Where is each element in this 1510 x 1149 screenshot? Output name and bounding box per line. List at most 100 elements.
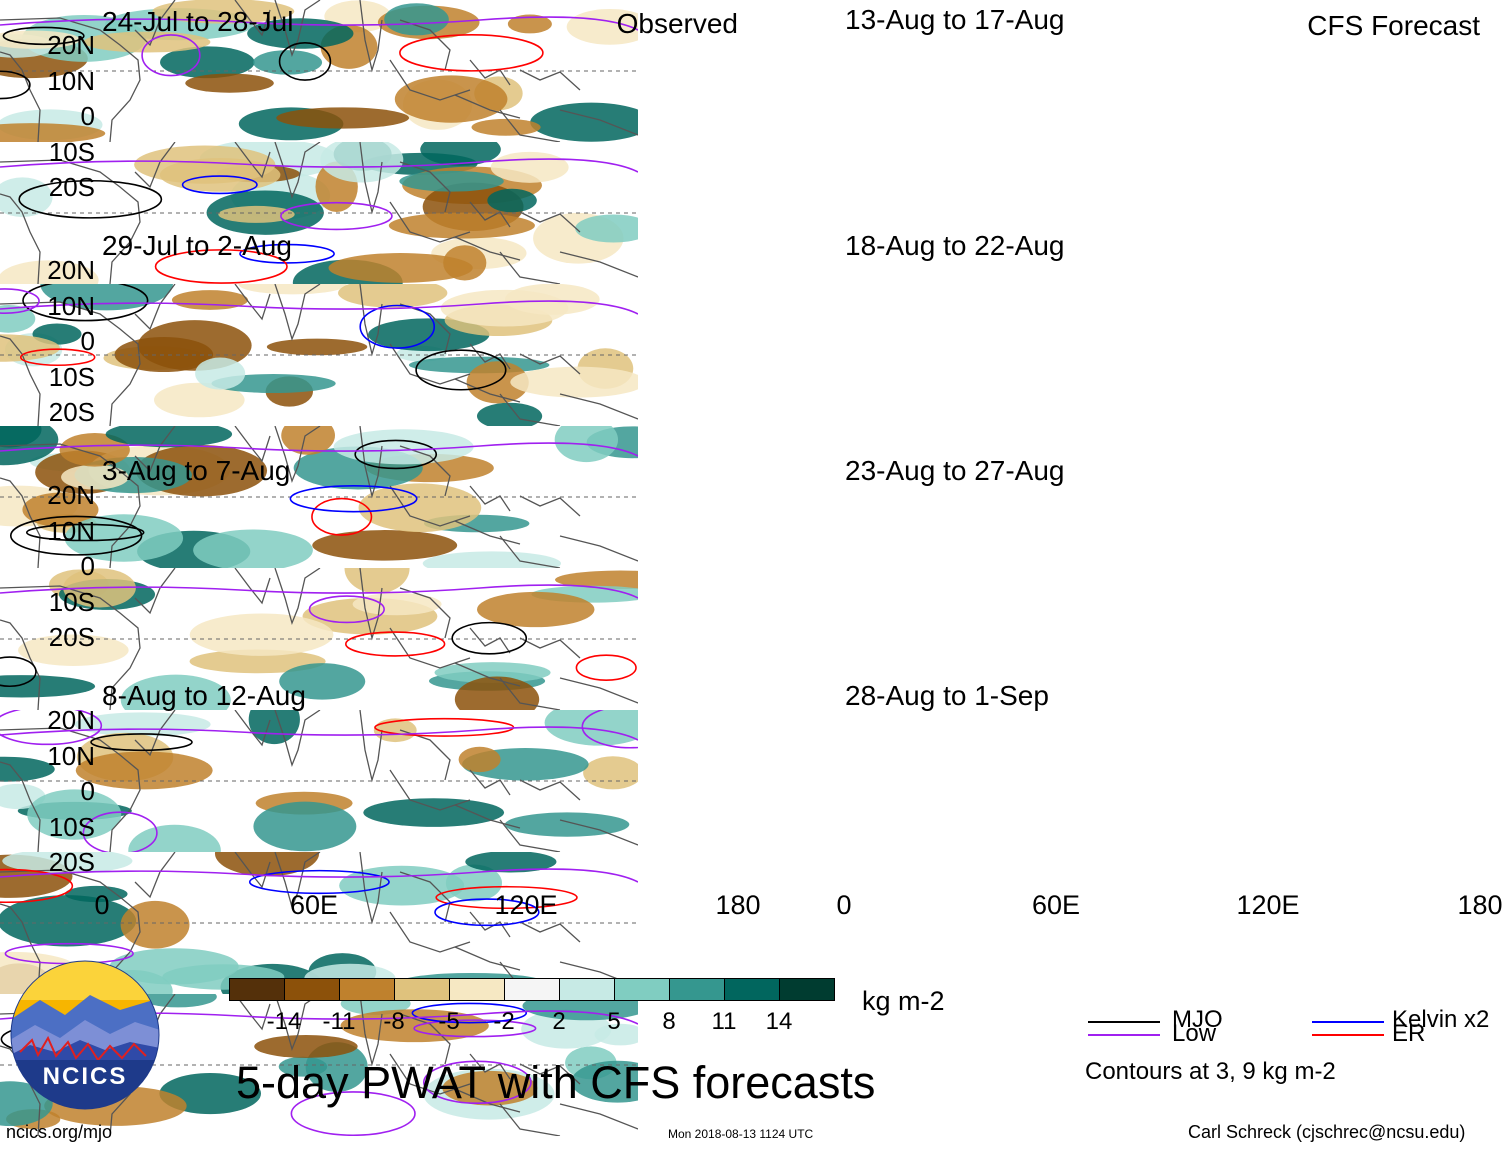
- pwat-anomaly-patch: [471, 118, 541, 136]
- coastline: [559, 109, 639, 136]
- coastline: [454, 946, 521, 971]
- colorbar-swatch: [394, 978, 450, 1001]
- low-contour: [0, 868, 639, 883]
- map-frame: [0, 411, 679, 576]
- map-canvas: [0, 411, 679, 576]
- coastline: [359, 283, 383, 357]
- legend-line-low: [1088, 1034, 1160, 1036]
- coastline: [469, 485, 511, 512]
- pwat-anomaly-patch: [554, 417, 619, 463]
- coastline: [0, 477, 41, 569]
- wave-contour: [141, 34, 201, 77]
- lon-label: 180: [715, 890, 761, 920]
- coastline: [0, 159, 141, 285]
- pwat-anomaly-patch: [61, 464, 129, 490]
- coastline: [134, 709, 176, 757]
- legend-line-kelvin: [1312, 1021, 1384, 1023]
- pwat-anomaly-patch: [476, 591, 595, 628]
- pwat-anomaly-patch: [358, 483, 482, 533]
- pwat-anomaly-patch: [74, 712, 211, 737]
- coastline: [399, 19, 451, 71]
- map-frame: [0, 132, 652, 306]
- lon-label: 120E: [494, 890, 558, 920]
- legend-line-mjo: [1088, 1021, 1160, 1023]
- coastline: [469, 201, 511, 228]
- coastline: [274, 993, 321, 1052]
- pwat-anomaly-patch: [281, 415, 335, 455]
- coastline: [234, 425, 271, 463]
- lat-label: 20N: [47, 705, 95, 735]
- low-contour: [0, 442, 639, 457]
- map-frame: [0, 0, 653, 144]
- wave-contour: [0, 288, 40, 314]
- pwat-anomaly-patch: [583, 756, 643, 790]
- coastline: [234, 993, 271, 1031]
- coastline: [274, 567, 321, 626]
- coastline: [454, 236, 521, 261]
- coastline: [0, 51, 41, 143]
- pwat-anomaly-patch: [384, 3, 449, 36]
- panel-title: 3-Aug to 7-Aug: [102, 455, 291, 486]
- coastline: [499, 677, 561, 711]
- coastline: [134, 851, 176, 899]
- panel-tag: CFS Forecast: [1307, 10, 1480, 41]
- lat-label: 10S: [48, 136, 95, 167]
- ncics-logo: NCICS: [10, 960, 160, 1110]
- pwat-anomaly-patch: [510, 366, 646, 398]
- coastline: [469, 343, 511, 370]
- pwat-anomaly-patch: [195, 357, 246, 390]
- wave-contour: [0, 656, 37, 688]
- colorbar-swatch: [779, 978, 835, 1001]
- coastline: [399, 1013, 451, 1065]
- coastline: [274, 851, 321, 910]
- coastline: [0, 903, 41, 995]
- map-canvas: [0, 694, 680, 876]
- coastline: [359, 851, 383, 925]
- colorbar-swatch: [614, 978, 670, 1001]
- pwat-anomaly-patch: [134, 145, 276, 184]
- pwat-anomaly-patch: [278, 1056, 328, 1077]
- low-contour: [0, 584, 639, 599]
- legend-line-er: [1312, 1034, 1384, 1036]
- pwat-anomaly-patch: [344, 543, 410, 594]
- low-contour: [0, 16, 639, 31]
- coastline: [469, 769, 511, 796]
- coastline: [519, 69, 581, 91]
- wave-contour: [239, 243, 335, 264]
- wave-contour: [9, 515, 143, 556]
- panel-title: 24-Jul to 28-Jul: [102, 6, 294, 37]
- wave-contour: [415, 349, 507, 391]
- coastline: [399, 303, 451, 355]
- wave-contour: [25, 523, 145, 542]
- colorbar-swatch: [504, 978, 560, 1001]
- pwat-anomaly-patch: [276, 107, 410, 129]
- panel-title: 8-Aug to 12-Aug: [102, 680, 306, 711]
- pwat-anomaly-patch: [22, 492, 99, 527]
- low-contour: [0, 726, 639, 741]
- coastline: [234, 709, 271, 747]
- lon-label: 0: [836, 890, 852, 920]
- wave-contour: [18, 179, 163, 219]
- lat-label: 10S: [48, 361, 95, 392]
- coastline: [519, 353, 581, 375]
- map-canvas: [0, 0, 653, 144]
- footer-url[interactable]: ncics.org/mjo: [6, 1122, 113, 1142]
- coastline: [559, 819, 639, 846]
- lat-label: 0: [80, 551, 95, 581]
- panel-tag: Observed: [616, 8, 738, 39]
- coastline: [559, 1103, 639, 1130]
- wave-contour: [411, 1002, 528, 1024]
- map-frame: [0, 694, 680, 876]
- lat-label: 10S: [48, 811, 95, 842]
- pwat-anomaly-patch: [253, 50, 323, 75]
- pwat-anomaly-patch: [466, 361, 529, 404]
- pwat-anomaly-patch: [0, 895, 137, 947]
- pwat-anomaly-patch: [193, 529, 313, 571]
- lon-label: 180: [1457, 890, 1503, 920]
- lat-label: 10S: [48, 586, 95, 617]
- coastline: [559, 393, 639, 420]
- pwat-anomaly-patch: [458, 746, 501, 773]
- coastline: [519, 779, 581, 801]
- coastline: [0, 301, 141, 427]
- coastline: [234, 567, 271, 605]
